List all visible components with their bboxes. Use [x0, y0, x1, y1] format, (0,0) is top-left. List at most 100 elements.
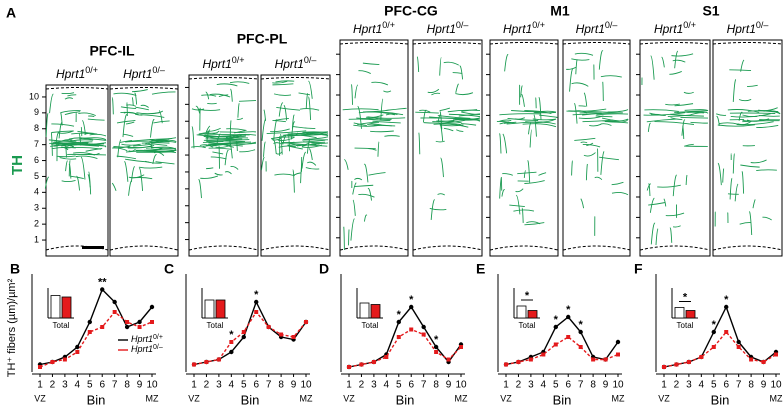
- fiber: [423, 119, 466, 124]
- fiber: [122, 114, 128, 138]
- fiber: [655, 228, 659, 246]
- fiber: [589, 123, 602, 127]
- x-tick-label: 5: [241, 380, 247, 391]
- fiber: [528, 122, 532, 135]
- fiber: [195, 105, 201, 114]
- fiber: [670, 117, 683, 121]
- x-tick-label: 4: [541, 380, 547, 391]
- point: [396, 319, 401, 325]
- gene: Hprt1: [654, 22, 683, 36]
- fiber: [216, 83, 238, 87]
- fiber: [278, 145, 296, 148]
- x-tick-label: 10: [612, 380, 624, 391]
- series-line: [193, 300, 307, 366]
- fiber: [571, 82, 589, 87]
- fiber: [738, 98, 752, 102]
- allele: 0/+: [382, 20, 395, 30]
- fiber: [126, 104, 137, 107]
- fiber: [585, 163, 588, 181]
- fiber: [280, 133, 283, 155]
- fiber: [235, 141, 238, 152]
- fiber: [150, 118, 155, 138]
- x-tick-label: 8: [590, 380, 596, 391]
- point: [229, 349, 234, 355]
- fiber: [580, 198, 585, 209]
- fiber: [719, 122, 740, 125]
- fiber: [752, 199, 756, 209]
- fiber: [60, 112, 63, 126]
- inset-bar: [370, 304, 381, 319]
- fiber: [61, 180, 76, 183]
- fiber: [727, 109, 760, 113]
- ventricle-edge: [712, 245, 783, 251]
- inset-bar: [674, 307, 685, 319]
- fiber: [602, 81, 604, 101]
- point: [100, 325, 105, 329]
- x-tick-label: 10: [146, 380, 158, 391]
- x-end-label: VZ: [34, 393, 46, 403]
- point: [615, 339, 621, 345]
- pial-surface: [109, 87, 179, 90]
- fiber: [207, 141, 252, 146]
- point: [662, 365, 666, 369]
- fiber: [123, 111, 137, 115]
- region-title: S1: [702, 3, 719, 19]
- fiber: [155, 161, 175, 165]
- fiber: [224, 171, 232, 175]
- fiber: [191, 126, 195, 149]
- gene: Hprt1: [576, 22, 605, 36]
- fiber: [529, 129, 533, 148]
- fiber: [763, 110, 781, 115]
- fiber: [350, 84, 353, 105]
- fiber: [674, 103, 694, 107]
- point: [711, 345, 716, 349]
- fiber: [230, 166, 239, 170]
- fiber: [206, 139, 250, 142]
- fiber: [153, 120, 170, 124]
- significance: *: [229, 329, 234, 341]
- gene: Hprt1: [503, 22, 532, 36]
- ventricle-edge: [109, 245, 179, 251]
- x-tick-label: 7: [112, 380, 118, 391]
- fiber: [219, 131, 240, 134]
- fiber: [363, 214, 368, 222]
- fiber: [684, 109, 709, 112]
- point: [761, 360, 766, 364]
- fiber: [734, 183, 739, 202]
- fiber: [348, 118, 378, 121]
- significance: *: [579, 319, 584, 331]
- inset-bar: [685, 310, 696, 319]
- genotype-label: Hprt10/–: [576, 20, 618, 36]
- fiber: [83, 138, 107, 142]
- fiber: [594, 176, 603, 180]
- fiber: [647, 122, 651, 132]
- fiber: [151, 91, 176, 95]
- fiber: [275, 80, 295, 83]
- point: [433, 344, 439, 350]
- fiber: [191, 146, 206, 149]
- allele: 0/–: [152, 65, 165, 75]
- x-tick-label: 3: [62, 380, 68, 391]
- point: [291, 335, 296, 339]
- fiber: [209, 93, 231, 98]
- pial-surface: [639, 42, 711, 45]
- x-tick-label: 7: [736, 380, 742, 391]
- fiber: [750, 159, 767, 164]
- x-end-label: VZ: [188, 393, 200, 403]
- fiber: [67, 153, 107, 156]
- fiber: [51, 123, 75, 127]
- point: [254, 310, 259, 314]
- fiber: [272, 83, 294, 86]
- fiber: [574, 110, 588, 114]
- fiber: [439, 107, 451, 112]
- fiber: [65, 160, 68, 172]
- fiber: [600, 151, 605, 175]
- fiber: [670, 113, 704, 117]
- point: [384, 355, 389, 359]
- significance: **: [98, 276, 107, 288]
- fiber: [116, 119, 136, 124]
- fiber: [56, 155, 76, 158]
- fiber: [604, 121, 629, 124]
- point: [749, 357, 754, 362]
- inset-bar: [359, 302, 370, 319]
